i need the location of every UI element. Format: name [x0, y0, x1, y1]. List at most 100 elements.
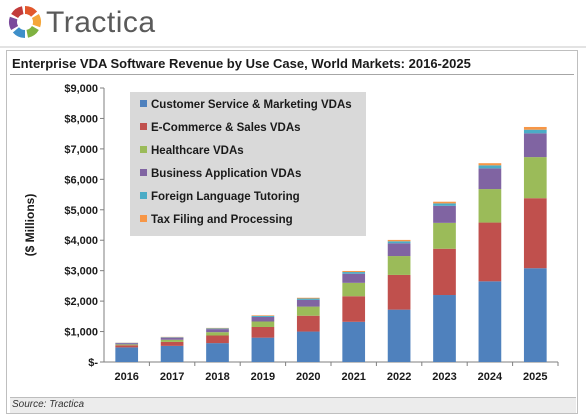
- bar-segment: [478, 189, 502, 223]
- bar-segment: [296, 331, 320, 362]
- bar-segment: [342, 270, 366, 273]
- bar-segment: [115, 344, 139, 346]
- y-axis-title: ($ Millions): [23, 194, 37, 257]
- logo-petal: [12, 27, 25, 38]
- legend-swatch: [140, 169, 147, 176]
- bar-segment: [433, 203, 456, 206]
- bar-segment: [251, 321, 275, 327]
- x-tick-label: 2021: [341, 371, 365, 383]
- x-tick-label: 2025: [523, 371, 547, 383]
- bar-segment: [478, 163, 502, 166]
- bar-segment: [160, 339, 184, 342]
- bar-segment: [387, 274, 411, 310]
- bar-segment: [523, 129, 547, 134]
- bar-segment: [296, 315, 320, 332]
- legend-label: Business Application VDAs: [151, 168, 301, 180]
- bar-segment: [387, 241, 411, 244]
- x-tick-label: 2020: [296, 371, 320, 383]
- bar-segment: [342, 296, 366, 322]
- y-tick-label: $-: [88, 357, 98, 369]
- tractica-logo-icon: [9, 6, 41, 38]
- legend-swatch: [140, 192, 147, 199]
- logo-petal: [11, 6, 24, 19]
- bar-segment: [206, 343, 229, 362]
- bar-segment: [387, 256, 411, 275]
- bar-segment: [342, 273, 366, 283]
- legend-label: Healthcare VDAs: [151, 145, 244, 157]
- bar-segment: [433, 205, 456, 223]
- legend-swatch: [140, 146, 147, 153]
- bar-segment: [251, 315, 275, 316]
- brand-name: Tractica: [46, 6, 156, 39]
- legend-label: E-Commerce & Sales VDAs: [151, 122, 301, 134]
- x-tick-label: 2022: [387, 371, 411, 383]
- bar-segment: [206, 335, 229, 344]
- bar-segment: [523, 157, 547, 199]
- x-tick-label: 2024: [478, 371, 503, 383]
- bar-segment: [115, 345, 139, 348]
- x-tick-label: 2023: [432, 371, 456, 383]
- x-tick-label: 2018: [205, 371, 229, 383]
- bar-segment: [478, 222, 502, 282]
- y-tick-label: $7,000: [64, 144, 98, 156]
- y-tick-label: $9,000: [64, 83, 98, 95]
- bar-segment: [342, 272, 366, 274]
- legend-label: Tax Filing and Processing: [151, 214, 293, 226]
- header: Tractica: [0, 0, 586, 46]
- x-tick-label: 2019: [251, 371, 275, 383]
- y-tick-label: $5,000: [64, 205, 98, 217]
- bar-segment: [433, 295, 456, 362]
- bar-segment: [523, 268, 547, 362]
- legend-swatch: [140, 123, 147, 130]
- bar-segment: [251, 326, 275, 338]
- bar-segment: [206, 329, 229, 333]
- source-bar: [10, 397, 576, 413]
- bar-segment: [160, 337, 184, 340]
- bar-segment: [523, 198, 547, 269]
- logo-petal: [9, 16, 19, 30]
- bar-segment: [387, 239, 411, 242]
- x-tick-label: 2017: [160, 371, 184, 383]
- bar-segment: [478, 168, 502, 190]
- y-tick-label: $3,000: [64, 266, 98, 278]
- bar-segment: [206, 332, 229, 336]
- chart-title: Enterprise VDA Software Revenue by Use C…: [12, 56, 471, 71]
- legend-swatch: [140, 100, 147, 107]
- logo-petal: [26, 26, 39, 38]
- y-tick-label: $2,000: [64, 296, 98, 308]
- y-tick-label: $4,000: [64, 235, 98, 247]
- title-divider: [10, 74, 574, 75]
- source-note: Source: Tractica: [12, 399, 85, 410]
- bar-segment: [251, 337, 275, 362]
- bar-segment: [387, 243, 411, 257]
- bar-segment: [296, 306, 320, 316]
- legend-label: Customer Service & Marketing VDAs: [151, 99, 352, 111]
- legend-swatch: [140, 215, 147, 222]
- bar-segment: [251, 316, 275, 322]
- legend-box: [130, 92, 366, 236]
- bar-segment: [296, 298, 320, 300]
- bar-segment: [387, 309, 411, 362]
- bar-segment: [115, 343, 139, 345]
- bar-segment: [523, 133, 547, 158]
- x-tick-label: 2016: [114, 371, 138, 383]
- bar-segment: [296, 297, 320, 299]
- bar-segment: [523, 126, 547, 130]
- header-divider: [0, 46, 586, 48]
- bar-segment: [160, 345, 184, 362]
- bar-segment: [342, 282, 366, 297]
- legend-label: Foreign Language Tutoring: [151, 191, 300, 203]
- bar-segment: [296, 299, 320, 307]
- bar-segment: [478, 165, 502, 169]
- bar-segment: [478, 281, 502, 362]
- bar-segment: [251, 315, 275, 317]
- bar-segment: [206, 328, 229, 330]
- bar-segment: [433, 248, 456, 296]
- y-tick-label: $1,000: [64, 327, 98, 339]
- bar-segment: [160, 341, 184, 346]
- logo-petal: [31, 14, 41, 28]
- y-tick-label: $8,000: [64, 113, 98, 125]
- y-tick-label: $6,000: [64, 174, 98, 186]
- bar-segment: [433, 222, 456, 249]
